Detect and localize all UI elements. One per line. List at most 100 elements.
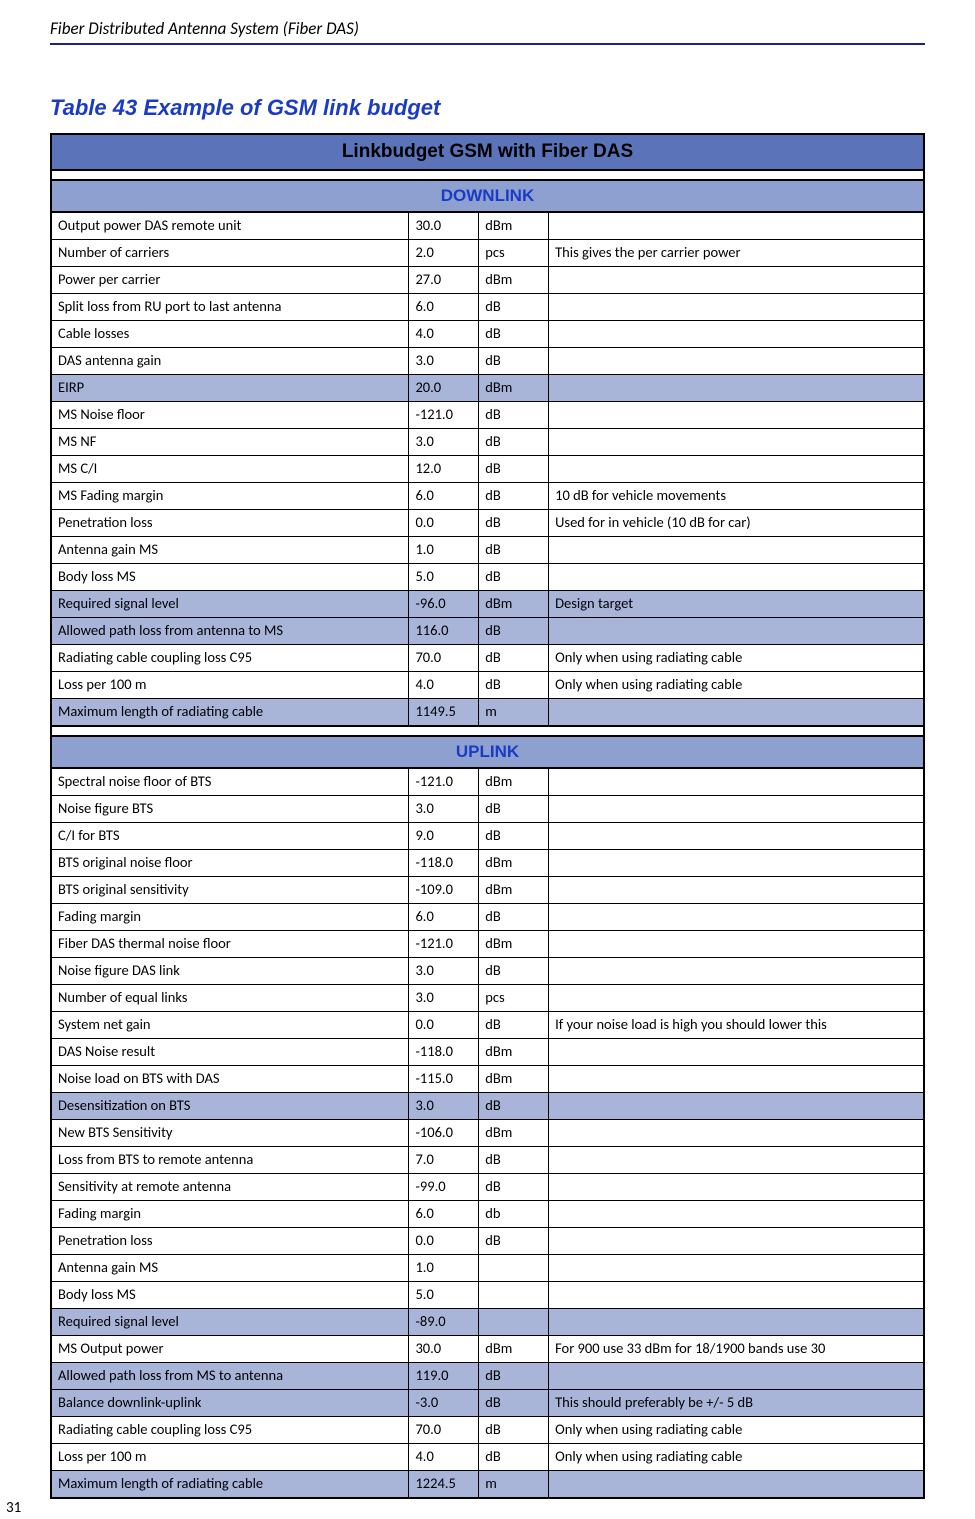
uplink-u: dBm — [479, 1120, 549, 1147]
downlink-v: 70.0 — [409, 645, 479, 672]
uplink-p: Number of equal links — [51, 985, 409, 1012]
uplink-u: pcs — [479, 985, 549, 1012]
downlink-n: 10 dB for vehicle movements — [549, 483, 924, 510]
uplink-p: Noise load on BTS with DAS — [51, 1066, 409, 1093]
downlink-p: Required signal level — [51, 591, 409, 618]
table-row: Output power DAS remote unit30.0dBm — [51, 212, 924, 240]
uplink-v: 6.0 — [409, 904, 479, 931]
uplink-u: m — [479, 1471, 549, 1499]
uplink-v: 3.0 — [409, 958, 479, 985]
downlink-v: 3.0 — [409, 429, 479, 456]
uplink-p: MS Output power — [51, 1336, 409, 1363]
downlink-n — [549, 267, 924, 294]
downlink-n — [549, 699, 924, 727]
downlink-p: Number of carriers — [51, 240, 409, 267]
uplink-p: BTS original sensitivity — [51, 877, 409, 904]
table-row: Split loss from RU port to last antenna6… — [51, 294, 924, 321]
downlink-n — [549, 294, 924, 321]
uplink-n — [549, 1255, 924, 1282]
uplink-u: dB — [479, 958, 549, 985]
uplink-p: Desensitization on BTS — [51, 1093, 409, 1120]
uplink-n — [549, 1093, 924, 1120]
uplink-v: 9.0 — [409, 823, 479, 850]
downlink-v: 6.0 — [409, 294, 479, 321]
uplink-v: 0.0 — [409, 1012, 479, 1039]
uplink-u: dB — [479, 1012, 549, 1039]
downlink-p: Split loss from RU port to last antenna — [51, 294, 409, 321]
downlink-n: Design target — [549, 591, 924, 618]
uplink-n: For 900 use 33 dBm for 18/1900 bands use… — [549, 1336, 924, 1363]
uplink-u: dB — [479, 823, 549, 850]
downlink-v: 5.0 — [409, 564, 479, 591]
downlink-n — [549, 212, 924, 240]
downlink-p: DAS antenna gain — [51, 348, 409, 375]
uplink-u: dB — [479, 904, 549, 931]
uplink-v: 3.0 — [409, 1093, 479, 1120]
downlink-n — [549, 537, 924, 564]
downlink-v: 12.0 — [409, 456, 479, 483]
uplink-p: Allowed path loss from MS to antenna — [51, 1363, 409, 1390]
uplink-v: 3.0 — [409, 796, 479, 823]
uplink-n — [549, 1120, 924, 1147]
table-row: Loss from BTS to remote antenna7.0dB — [51, 1147, 924, 1174]
downlink-p: Cable losses — [51, 321, 409, 348]
uplink-p: System net gain — [51, 1012, 409, 1039]
table-row: C/I for BTS9.0dB — [51, 823, 924, 850]
uplink-u: dBm — [479, 768, 549, 796]
downlink-u: dB — [479, 510, 549, 537]
table-row: Power per carrier27.0dBm — [51, 267, 924, 294]
uplink-n: Only when using radiating cable — [549, 1417, 924, 1444]
downlink-u: dB — [479, 321, 549, 348]
downlink-u: dB — [479, 564, 549, 591]
uplink-p: Body loss MS — [51, 1282, 409, 1309]
uplink-p: C/I for BTS — [51, 823, 409, 850]
uplink-p: Maximum length of radiating cable — [51, 1471, 409, 1499]
uplink-v: 6.0 — [409, 1201, 479, 1228]
uplink-n — [549, 1201, 924, 1228]
uplink-v: -106.0 — [409, 1120, 479, 1147]
table-row: MS Fading margin6.0dB10 dB for vehicle m… — [51, 483, 924, 510]
table-row: Body loss MS5.0dB — [51, 564, 924, 591]
downlink-n — [549, 456, 924, 483]
spacer — [51, 726, 924, 736]
uplink-n — [549, 1039, 924, 1066]
uplink-v: 5.0 — [409, 1282, 479, 1309]
downlink-n — [549, 402, 924, 429]
downlink-n — [549, 348, 924, 375]
table-row: New BTS Sensitivity-106.0dBm — [51, 1120, 924, 1147]
uplink-v: 30.0 — [409, 1336, 479, 1363]
uplink-u: dB — [479, 1147, 549, 1174]
downlink-p: Power per carrier — [51, 267, 409, 294]
downlink-v: 116.0 — [409, 618, 479, 645]
downlink-v: 0.0 — [409, 510, 479, 537]
uplink-v: 3.0 — [409, 985, 479, 1012]
downlink-v: 1149.5 — [409, 699, 479, 727]
table-row: Number of equal links3.0pcs — [51, 985, 924, 1012]
table-row: MS Noise floor-121.0dB — [51, 402, 924, 429]
uplink-u: dBm — [479, 850, 549, 877]
uplink-u: dB — [479, 796, 549, 823]
downlink-u: dB — [479, 645, 549, 672]
table-row: Required signal level-96.0dBmDesign targ… — [51, 591, 924, 618]
downlink-u: dB — [479, 618, 549, 645]
uplink-v: 119.0 — [409, 1363, 479, 1390]
table-row: Noise figure DAS link3.0dB — [51, 958, 924, 985]
downlink-u: dB — [479, 456, 549, 483]
uplink-u: dB — [479, 1444, 549, 1471]
downlink-u: dB — [479, 294, 549, 321]
uplink-n: This should preferably be +/- 5 dB — [549, 1390, 924, 1417]
table-row: Fiber DAS thermal noise floor-121.0dBm — [51, 931, 924, 958]
uplink-p: Fiber DAS thermal noise floor — [51, 931, 409, 958]
uplink-v: 1.0 — [409, 1255, 479, 1282]
downlink-v: 4.0 — [409, 672, 479, 699]
downlink-p: Output power DAS remote unit — [51, 212, 409, 240]
page-number: 31 — [6, 1499, 21, 1517]
uplink-n — [549, 904, 924, 931]
downlink-v: 3.0 — [409, 348, 479, 375]
downlink-n — [549, 321, 924, 348]
uplink-u: dB — [479, 1174, 549, 1201]
uplink-p: Fading margin — [51, 904, 409, 931]
link-budget-table: Linkbudget GSM with Fiber DASDOWNLINKOut… — [50, 133, 925, 1499]
uplink-v: 7.0 — [409, 1147, 479, 1174]
uplink-v: -89.0 — [409, 1309, 479, 1336]
